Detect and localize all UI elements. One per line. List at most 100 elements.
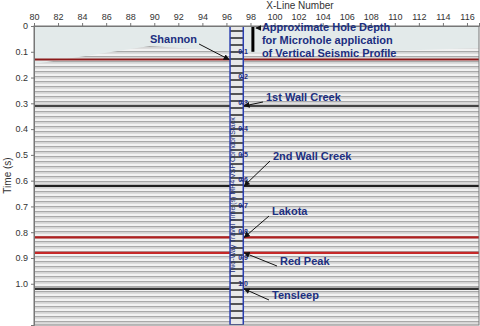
x-tick-mark (130, 23, 131, 26)
y-tick-label: 0.2 (15, 73, 28, 83)
x-tick: 110 (388, 12, 402, 26)
y-tick-label: 0.3 (15, 99, 28, 109)
y-tick-mark (31, 52, 34, 53)
y-tick: 0.7 (15, 202, 34, 212)
x-tick: 80 (29, 12, 39, 26)
chart: 8082848688909294969810010210410610811011… (0, 0, 480, 326)
x-tick-label: 86 (102, 12, 112, 22)
annotation-arrow (244, 289, 269, 300)
annotation: 2nd Wall Creek (273, 150, 352, 162)
y-tick: 0.3 (15, 99, 34, 109)
x-tick-label: 98 (246, 12, 256, 22)
vsp-tick-label: 0.4 (238, 125, 248, 132)
vsp-label: Two-Way Travel Time (s) MH4 VSP Corridor… (229, 117, 237, 274)
vsp-tick-label: 0.6 (238, 176, 248, 183)
y-tick-mark (31, 206, 34, 207)
x-tick-label: 114 (436, 12, 450, 22)
annotation-arrow (244, 161, 270, 186)
y-tick-label: 0.8 (15, 228, 28, 238)
hole-text: of Vertical Seismic Profile (262, 47, 397, 59)
y-tick-label: 0.9 (15, 253, 28, 263)
y-tick-mark (31, 258, 34, 259)
annotation: Red Peak (280, 255, 330, 267)
y-tick-label: 1.0 (15, 279, 28, 289)
x-tick: 96 (222, 12, 232, 26)
annotation: 1st Wall Creek (266, 91, 342, 103)
vsp-tick-label: 1.0 (238, 280, 248, 287)
x-tick-label: 90 (150, 12, 160, 22)
x-tick-mark (34, 23, 35, 26)
x-tick-label: 82 (54, 12, 64, 22)
annotation-arrow (244, 102, 263, 106)
y-tick-label: 0.4 (15, 124, 28, 134)
x-tick-label: 116 (460, 12, 474, 22)
y-tick-label: 0.1 (15, 47, 28, 57)
x-tick-label: 112 (412, 12, 426, 22)
x-tick-label: 84 (78, 12, 88, 22)
plot-frame (34, 26, 479, 325)
y-tick: 0.8 (15, 228, 34, 238)
y-tick-label: 0.5 (15, 150, 28, 160)
y-tick: 0.9 (15, 253, 34, 263)
y-tick-label: 0.7 (15, 202, 28, 212)
x-tick: 114 (436, 12, 450, 26)
x-axis: 8082848688909294969810010210410610811011… (29, 12, 479, 27)
x-tick-mark (395, 23, 396, 26)
x-tick-mark (467, 23, 468, 26)
x-tick: 88 (126, 12, 136, 26)
hole-depth-bar (251, 26, 254, 52)
y-tick-label: 0.6 (15, 176, 28, 186)
x-tick: 112 (412, 12, 426, 26)
y-axis-line (31, 27, 35, 326)
y-tick-mark (31, 129, 34, 130)
annotation: Tensleep (272, 289, 319, 301)
x-tick: 84 (78, 12, 88, 26)
y-tick: 0.5 (15, 150, 34, 160)
y-axis-title: Time (s) (2, 157, 13, 193)
x-tick-mark (250, 23, 251, 26)
y-tick-mark (31, 284, 34, 285)
annotation-arrow (244, 216, 269, 237)
y-tick: 1.0 (15, 279, 34, 289)
x-axis-line (35, 23, 480, 27)
x-tick-label: 94 (198, 12, 208, 22)
x-tick: 82 (54, 12, 64, 26)
y-tick: 0 (23, 21, 34, 31)
x-tick-label: 88 (126, 12, 136, 22)
horizon (34, 185, 479, 187)
plot-area (34, 26, 479, 325)
horizon (34, 58, 479, 60)
x-axis-title: X-Line Number (266, 0, 334, 11)
hole-text: for Microhole application (262, 34, 393, 46)
hole-arrow (256, 28, 261, 29)
x-tick-mark (443, 23, 444, 26)
vsp-tick-label: 0.7 (238, 202, 248, 209)
y-tick-mark (31, 155, 34, 156)
horizon (34, 252, 479, 254)
x-tick-mark (226, 23, 227, 26)
x-tick-mark (178, 23, 179, 26)
x-tick-mark (202, 23, 203, 26)
y-tick: 0.6 (15, 176, 34, 186)
y-tick-mark (31, 78, 34, 79)
annotation: Shannon (150, 33, 197, 45)
x-tick-label: 92 (174, 12, 184, 22)
y-tick-mark (31, 232, 34, 233)
x-tick-mark (58, 23, 59, 26)
x-tick: 94 (198, 12, 208, 26)
y-axis: 0 0.1 0.2 0.3 0.4 0.5 0.6 0.7 0.8 0.9 1.0 (15, 21, 34, 325)
vsp-tick-label: 0.5 (238, 151, 248, 158)
x-tick-mark (106, 23, 107, 26)
horizon (34, 236, 479, 238)
hole-text: Approximate Hole Depth (262, 21, 391, 33)
x-tick-label: 110 (388, 12, 402, 22)
horizon (34, 288, 479, 290)
x-tick-mark (419, 23, 420, 26)
vsp-tick-label: 0.2 (238, 73, 248, 80)
vsp-tick-label: 0.9 (238, 254, 248, 261)
seismic-section (34, 26, 479, 325)
y-tick: 0.1 (15, 47, 34, 57)
x-tick: 92 (174, 12, 184, 26)
annotation-arrow (244, 253, 277, 266)
x-tick: 86 (102, 12, 112, 26)
